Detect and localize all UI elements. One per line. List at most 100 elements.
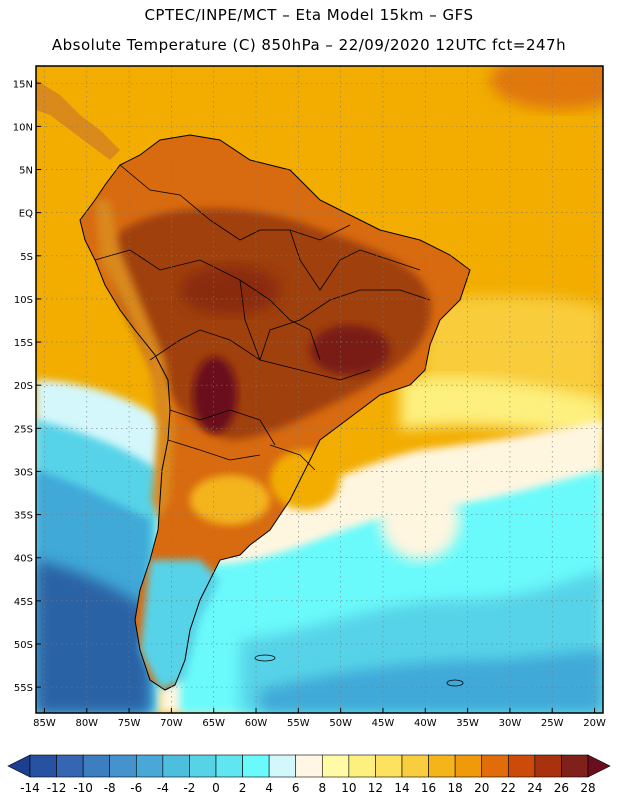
colorbar-label: 12 xyxy=(368,781,383,795)
colorbar-box xyxy=(82,754,111,778)
lat-axis: 15N 10N 5N EQ 5S 10S 15S 20S 25S 30S 35S 40S 45S 50S 5… xyxy=(13,79,41,694)
atlantic-pale-blob xyxy=(380,480,460,560)
falkland-islands xyxy=(446,679,464,687)
colorbar-max-arrow xyxy=(587,754,611,778)
pacific-deep-blue xyxy=(36,560,150,713)
colorbar-box xyxy=(242,754,270,778)
colorbar-label: 0 xyxy=(212,781,220,795)
ocean-hot-northeast xyxy=(490,66,603,110)
colorbar-box xyxy=(375,754,403,778)
land-hot-interior xyxy=(110,208,432,440)
lat-tick-label: 35S xyxy=(14,511,33,522)
lon-tick-label: 20W xyxy=(583,718,606,729)
hot-core-brazil xyxy=(310,325,390,375)
colorbar-label: -6 xyxy=(130,781,142,795)
lat-tick-label: 20S xyxy=(14,381,33,392)
colorbar-box xyxy=(507,754,536,778)
colorbar-box xyxy=(321,754,350,778)
colorbar-label: -2 xyxy=(183,781,195,795)
colorbar-label: 26 xyxy=(554,781,569,795)
colorbar-label: -10 xyxy=(73,781,93,795)
hot-core-chaco xyxy=(193,357,237,433)
colorbar-label: 24 xyxy=(527,781,542,795)
colorbar-box xyxy=(561,754,589,778)
lon-tick-label: 45W xyxy=(372,718,395,729)
map-field xyxy=(36,66,603,713)
colorbar-box xyxy=(215,754,243,778)
ocean-band-yellow xyxy=(400,377,603,440)
colorbar-box xyxy=(401,754,429,778)
chart-title-line2: Absolute Temperature (C) 850hPa – 22/09/… xyxy=(51,36,567,54)
colorbar-label: 8 xyxy=(318,781,326,795)
lon-tick-label: 55W xyxy=(287,718,310,729)
colorbar-box xyxy=(162,754,190,778)
colorbar-label: 4 xyxy=(265,781,273,795)
colorbar-label: -8 xyxy=(104,781,116,795)
lon-tick-label: 30W xyxy=(499,718,522,729)
colorbar-label: 6 xyxy=(292,781,300,795)
colorbar-label: 18 xyxy=(448,781,463,795)
colorbar-min-arrow xyxy=(7,754,31,778)
colorbar-label: 14 xyxy=(394,781,409,795)
colorbar-labels: -14 -12 -10 -8 -6 -4 -2 0 2 4 6 8 10 12 14 16 18 20 22 24 26… xyxy=(20,781,595,795)
lon-tick-label: 35W xyxy=(456,718,479,729)
colorbar-label: 16 xyxy=(421,781,436,795)
lat-tick-label: 5S xyxy=(20,252,33,263)
lat-tick-label: 10N xyxy=(13,122,33,133)
colorbar: -14 -12 -10 -8 -6 -4 -2 0 2 4 6 8 10 12 14 16 18 20 22 24 26… xyxy=(7,754,611,795)
colorbar-label: 10 xyxy=(341,781,356,795)
colorbar-box xyxy=(135,754,164,778)
country-borders xyxy=(94,164,431,471)
lon-tick-label: 40W xyxy=(414,718,437,729)
colorbar-label: 20 xyxy=(474,781,489,795)
lat-tick-label: 15N xyxy=(13,79,33,90)
lon-tick-label: 75W xyxy=(118,718,141,729)
colorbar-box xyxy=(348,754,376,778)
temperature-map: 15N 10N 5N EQ 5S 10S 15S 20S 25S 30S 35S 40S 45S 50S 5… xyxy=(13,65,606,729)
andes-cooler-strip xyxy=(95,200,175,520)
lat-tick-label: 50S xyxy=(14,640,33,651)
land-cool-south-brazil xyxy=(270,450,340,510)
colorbar-box xyxy=(29,754,57,778)
hot-core-amazon xyxy=(180,265,280,315)
island-outline xyxy=(254,654,276,662)
colorbar-box xyxy=(109,754,137,778)
lon-axis: 85W 80W 75W 70W 65W 60W 55W 50W 45W 40W 35W 30W 25W 2… xyxy=(33,708,606,729)
colorbar-box xyxy=(428,754,456,778)
colorbar-box xyxy=(189,754,217,778)
lat-tick-label: 40S xyxy=(14,554,33,565)
lon-tick-label: 50W xyxy=(329,718,352,729)
lon-tick-label: 70W xyxy=(160,718,183,729)
lat-tick-label: 45S xyxy=(14,597,33,608)
colorbar-box xyxy=(534,754,562,778)
lon-tick-label: 25W xyxy=(541,718,564,729)
map-frame xyxy=(35,65,604,714)
colorbar-label: 2 xyxy=(239,781,247,795)
lat-tick-label: 30S xyxy=(14,467,33,478)
colorbar-box xyxy=(454,754,483,778)
land-cold-patagonia xyxy=(140,560,220,690)
chart-title-line1: CPTEC/INPE/MCT – Eta Model 15km – GFS xyxy=(144,6,474,24)
lat-tick-label: 15S xyxy=(14,338,33,349)
colorbar-box xyxy=(268,754,297,778)
lon-tick-label: 65W xyxy=(202,718,225,729)
lon-tick-label: 85W xyxy=(33,718,56,729)
lon-tick-label: 60W xyxy=(245,718,268,729)
central-america xyxy=(36,80,120,160)
colorbar-box xyxy=(56,754,84,778)
lat-tick-label: EQ xyxy=(19,209,33,220)
lat-tick-label: 25S xyxy=(14,424,33,435)
colorbar-label: -12 xyxy=(47,781,67,795)
colorbar-boxes xyxy=(7,754,611,778)
colorbar-box xyxy=(481,754,509,778)
coastline xyxy=(79,134,471,691)
atlantic-blue-south xyxy=(260,650,603,713)
colorbar-label: -4 xyxy=(157,781,169,795)
lat-tick-label: 5N xyxy=(19,166,33,177)
colorbar-label: -14 xyxy=(20,781,40,795)
land-cool-argentina xyxy=(190,475,270,525)
lon-tick-label: 80W xyxy=(75,718,98,729)
colorbar-label: 28 xyxy=(580,781,595,795)
lat-tick-label: 55S xyxy=(14,683,33,694)
colorbar-box xyxy=(295,754,323,778)
